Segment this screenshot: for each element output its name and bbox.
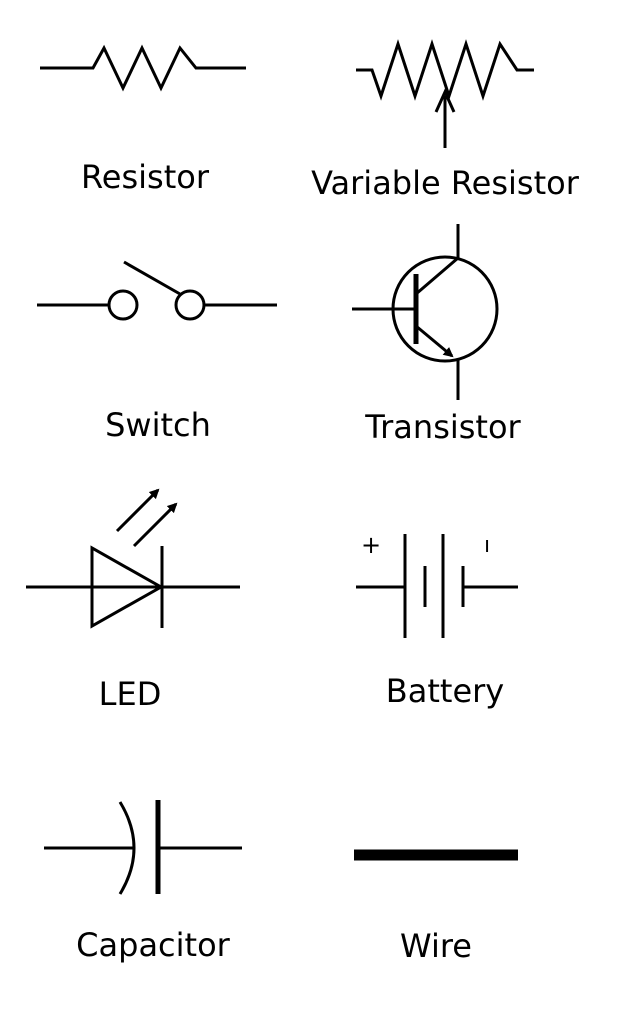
- switch-symbol: [37, 260, 277, 321]
- transistor-label: Transistor: [364, 408, 521, 446]
- switch-label: Switch: [105, 406, 211, 444]
- battery-symbol: [356, 534, 518, 638]
- battery-plus-sign: +: [361, 531, 381, 559]
- capacitor-label: Capacitor: [76, 926, 230, 964]
- transistor-symbol: [352, 224, 499, 400]
- variable-resistor-label: Variable Resistor: [311, 164, 580, 202]
- capacitor-symbol: [44, 800, 242, 895]
- led-symbol: [26, 488, 240, 629]
- battery-label: Battery: [386, 672, 504, 710]
- battery-minus-sign: ı: [484, 533, 490, 558]
- resistor-label: Resistor: [81, 158, 210, 196]
- led-label: LED: [99, 675, 162, 713]
- variable-resistor-symbol: [356, 39, 534, 148]
- resistor-symbol: [40, 44, 246, 92]
- wire-label: Wire: [400, 927, 472, 965]
